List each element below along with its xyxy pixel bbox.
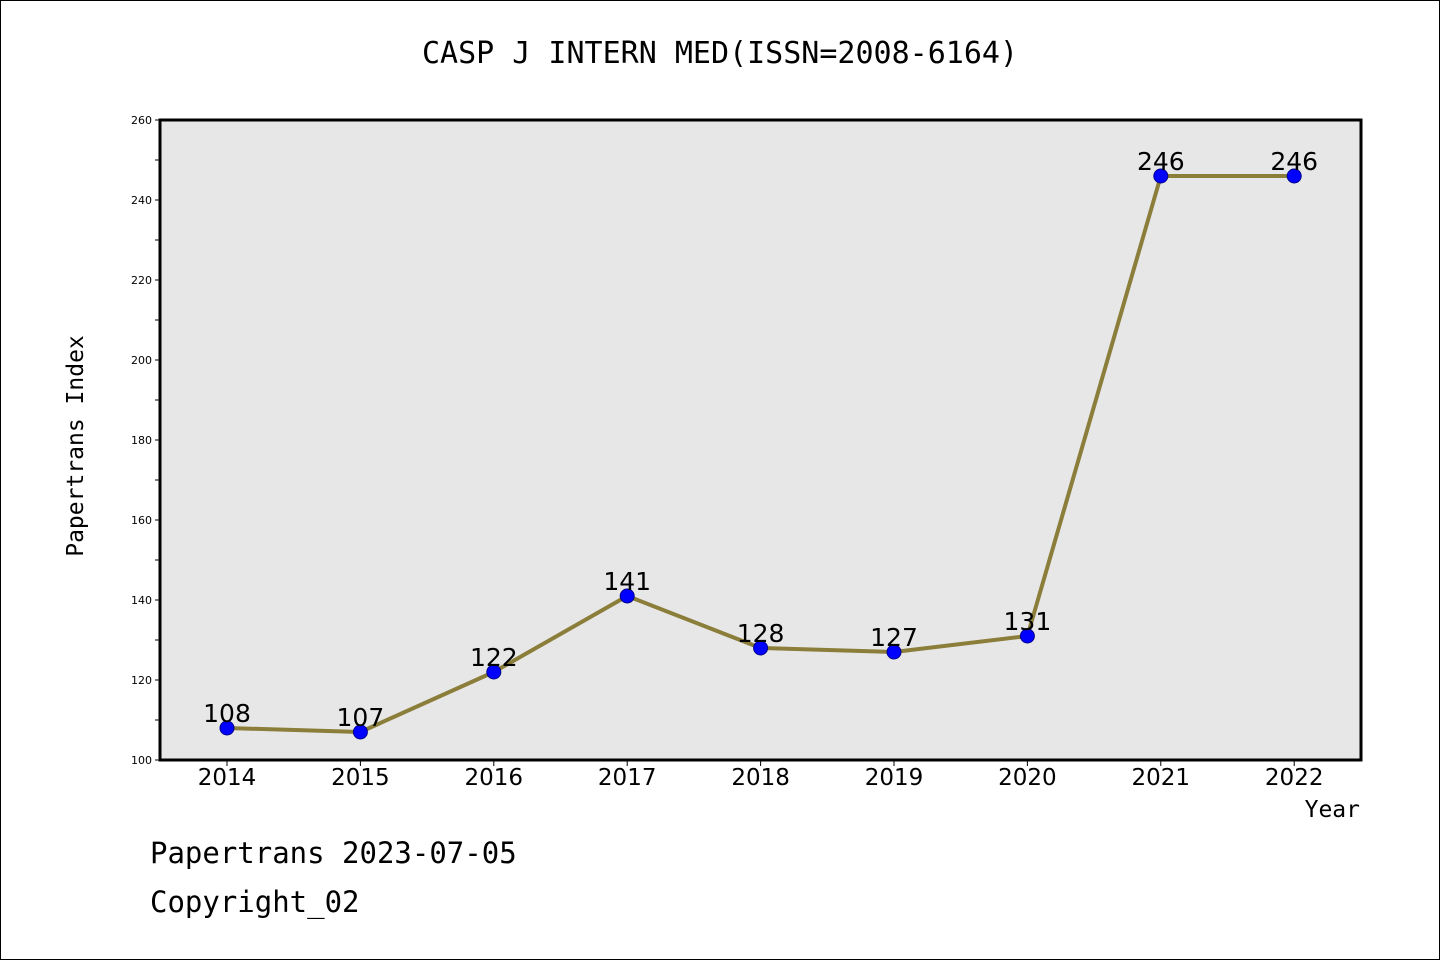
- y-axis-label: Papertrans Index: [63, 335, 89, 557]
- data-point: [753, 640, 769, 656]
- data-label: 128: [737, 619, 785, 648]
- plot-area: [160, 120, 1361, 760]
- data-label: 108: [203, 699, 251, 728]
- data-label: 131: [1004, 607, 1052, 636]
- x-tick-label: 2015: [331, 765, 390, 791]
- chart-title: CASP J INTERN MED(ISSN=2008-6164): [421, 36, 1019, 71]
- x-tick-label: 2019: [865, 765, 924, 791]
- data-point: [619, 588, 635, 604]
- x-tick-label: 2018: [731, 765, 790, 791]
- y-tick-label: 220: [131, 274, 152, 287]
- data-point: [1286, 168, 1302, 184]
- plot-border: [158, 118, 1363, 762]
- data-point: [352, 724, 368, 740]
- y-tick-label: 240: [131, 194, 152, 207]
- y-tick-label: 120: [131, 674, 152, 687]
- y-tick-label: 260: [131, 114, 152, 127]
- y-tick-label: 160: [131, 514, 152, 527]
- x-tick-label: 2016: [465, 765, 524, 791]
- data-point: [486, 664, 502, 680]
- data-point: [219, 720, 235, 736]
- data-label: 141: [603, 567, 651, 596]
- data-label: 246: [1137, 147, 1185, 176]
- y-tick-label: 200: [131, 354, 152, 367]
- y-tick-label: 100: [131, 754, 152, 767]
- data-point: [1153, 168, 1169, 184]
- data-label: 127: [870, 623, 918, 652]
- data-label: 122: [470, 643, 518, 672]
- x-tick-label: 2017: [598, 765, 657, 791]
- x-axis-label: Year: [1304, 797, 1360, 823]
- x-tick-label: 2021: [1132, 765, 1191, 791]
- footer-date: Papertrans 2023-07-05: [150, 836, 517, 870]
- data-label: 107: [337, 703, 385, 732]
- data-point: [1019, 628, 1035, 644]
- y-tick-label: 140: [131, 594, 152, 607]
- x-tick-label: 2014: [198, 765, 257, 791]
- data-point: [886, 644, 902, 660]
- y-tick-label: 180: [131, 434, 152, 447]
- x-tick-label: 2020: [998, 765, 1057, 791]
- x-tick-label: 2022: [1265, 765, 1324, 791]
- data-label: 246: [1270, 147, 1318, 176]
- footer-copyright: Copyright_02: [150, 885, 360, 919]
